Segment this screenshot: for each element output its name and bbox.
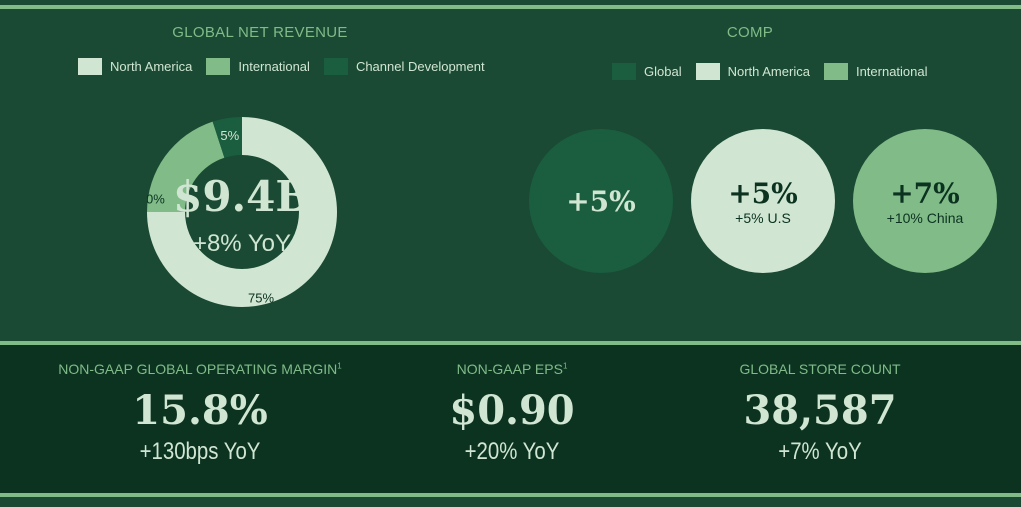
comp-global-circle: +5% [529,129,673,273]
legend-label: International [238,59,310,74]
revenue-growth: +8% YoY [192,230,292,257]
comp-north-america-circle: +5% +5% U.S [691,129,835,273]
legend-channel-development: Channel Development [323,58,485,75]
comp-sub: +5% U.S [735,209,791,226]
legend-global: Global [612,63,682,80]
legend-north-america: North America [695,63,810,80]
comp-international-circle: +7% +10% China [853,129,997,273]
footnote: 1 [562,361,568,371]
comp-title: COMP [726,24,774,41]
legend-label: Global [644,64,682,79]
legend-international: International [206,58,310,75]
kpi-operating-margin: NON-GAAP GLOBAL OPERATING MARGIN1 15.8% … [30,361,370,466]
donut-segment-international [147,121,225,212]
comp-legend: Global North America International [612,63,936,80]
revenue-total: $9.4B [173,172,311,221]
kpi-eps: NON-GAAP EPS1 $0.90 +20% YoY [342,361,682,466]
legend-label: Channel Development [355,59,485,74]
kpi-value: $0.90 [449,387,575,434]
donut-segment-channel-development [212,117,242,158]
kpi-label: GLOBAL STORE COUNT [739,361,901,377]
footnote: 1 [337,361,342,371]
comp-sub: +10% China [886,209,964,226]
kpi-store-count: GLOBAL STORE COUNT 38,587 +7% YoY [650,361,990,466]
legend-label: International [855,64,928,79]
revenue-legend: North America International Channel Deve… [78,58,493,75]
kpi-sub: +20% YoY [464,438,560,465]
kpi-label: NON-GAAP EPS [456,361,563,377]
comp-value: +5% [728,176,798,210]
donut-label: 20% [147,191,165,206]
donut-label: 75% [248,290,274,305]
kpi-panel: NON-GAAP GLOBAL OPERATING MARGIN1 15.8% … [0,345,1021,493]
mid-stripe [0,341,1021,345]
legend-label: North America [727,64,810,79]
donut-label: 5% [220,128,239,143]
legend-north-america: North America [78,58,192,75]
kpi-value: 15.8% [132,387,268,434]
top-stripe [0,5,1021,9]
kpi-label: NON-GAAP GLOBAL OPERATING MARGIN [58,361,338,377]
comp-value: +5% [566,184,636,218]
legend-international: International [823,63,928,80]
kpi-sub: +7% YoY [778,438,862,465]
legend-label: North America [110,59,193,74]
comp-value: +7% [890,176,960,210]
revenue-title: GLOBAL NET REVENUE [172,24,348,41]
bottom-stripe [0,493,1021,497]
donut-segment-north-america [147,117,337,307]
kpi-value: 38,587 [743,387,897,434]
kpi-sub: +130bps YoY [139,438,261,465]
revenue-donut-chart: 75% 20% 5% [147,117,337,307]
